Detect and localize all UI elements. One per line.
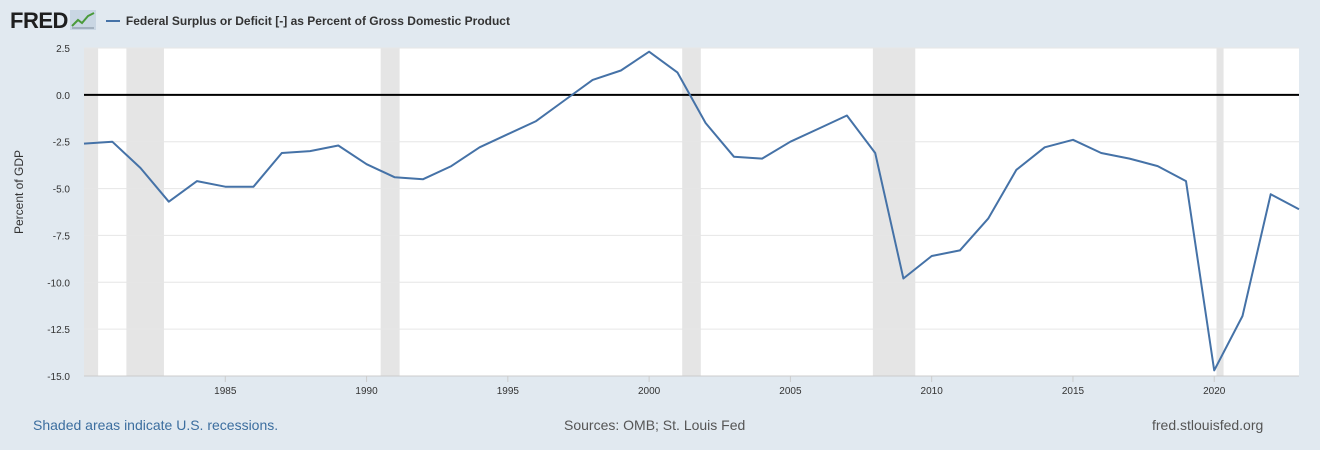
recession-band <box>380 48 400 376</box>
recession-band <box>84 48 99 376</box>
recession-note: Shaded areas indicate U.S. recessions. <box>33 417 279 433</box>
data-point[interactable] <box>138 165 143 170</box>
series-layer <box>82 49 1302 373</box>
data-point[interactable] <box>279 150 284 155</box>
data-point[interactable] <box>844 113 849 118</box>
fred-logo[interactable]: FRED <box>10 8 68 33</box>
data-point[interactable] <box>1014 167 1019 172</box>
data-point[interactable] <box>223 184 228 189</box>
data-point[interactable] <box>675 70 680 75</box>
series-line[interactable] <box>83 50 1300 372</box>
y-tick-label: -10.0 <box>47 278 70 289</box>
y-tick-label: -5.0 <box>53 185 71 196</box>
data-point[interactable] <box>1240 314 1245 319</box>
y-tick-label: -15.0 <box>47 372 70 383</box>
y-tick-label: -2.5 <box>53 138 71 149</box>
data-point[interactable] <box>703 120 708 125</box>
data-point[interactable] <box>166 199 171 204</box>
legend-swatch <box>105 20 120 22</box>
legend-label: Federal Surplus or Deficit [-] as Percen… <box>125 14 510 28</box>
data-point[interactable] <box>449 164 454 169</box>
data-point[interactable] <box>1297 207 1302 212</box>
data-point[interactable] <box>251 184 256 189</box>
legend[interactable]: Federal Surplus or Deficit [-] as Percen… <box>105 14 510 28</box>
y-tick-label: -12.5 <box>47 325 70 336</box>
data-point[interactable] <box>788 139 793 144</box>
x-tick-label: 1995 <box>497 386 520 397</box>
data-point[interactable] <box>534 119 539 124</box>
data-point[interactable] <box>1155 164 1160 169</box>
chart-header: FRED Federal Surplus or Deficit [-] as P… <box>10 6 510 36</box>
x-tick-label: 1990 <box>355 386 378 397</box>
data-point[interactable] <box>421 177 426 182</box>
data-point[interactable] <box>364 162 369 167</box>
y-axis: 2.5 0.0 -2.5 -5.0 -7.5 -10.0 -12.5 -15.0 <box>47 44 70 383</box>
x-tick-label: 2015 <box>1062 386 1085 397</box>
y-tick-label: 0.0 <box>56 91 70 102</box>
data-point[interactable] <box>957 248 962 253</box>
data-point[interactable] <box>308 149 313 154</box>
data-point[interactable] <box>1268 192 1273 197</box>
recession-band <box>126 48 164 376</box>
y-axis-label: Percent of GDP <box>12 150 26 234</box>
recession-band <box>682 48 701 376</box>
x-tick-label: 2005 <box>779 386 802 397</box>
data-point[interactable] <box>477 145 482 150</box>
data-point[interactable] <box>110 139 115 144</box>
data-point[interactable] <box>929 254 934 259</box>
site-link[interactable]: fred.stlouisfed.org <box>1152 417 1264 433</box>
sources-note: Sources: OMB; St. Louis Fed <box>564 417 746 433</box>
data-point[interactable] <box>1212 368 1217 373</box>
data-point[interactable] <box>731 154 736 159</box>
x-tick-label: 2000 <box>638 386 661 397</box>
data-point[interactable] <box>1070 137 1075 142</box>
recession-band <box>872 48 916 376</box>
recession-bands <box>84 48 1224 376</box>
x-tick-label: 1985 <box>214 386 237 397</box>
data-point[interactable] <box>647 49 652 54</box>
x-tick-label: 2010 <box>921 386 944 397</box>
data-point[interactable] <box>1042 145 1047 150</box>
data-point[interactable] <box>1099 150 1104 155</box>
data-point[interactable] <box>760 156 765 161</box>
data-point[interactable] <box>986 216 991 221</box>
data-point[interactable] <box>590 77 595 82</box>
data-point[interactable] <box>816 126 821 131</box>
data-point[interactable] <box>336 143 341 148</box>
y-tick-label: -7.5 <box>53 231 71 242</box>
data-point[interactable] <box>873 150 878 155</box>
data-point[interactable] <box>195 179 200 184</box>
data-point[interactable] <box>618 68 623 73</box>
data-point[interactable] <box>1127 156 1132 161</box>
data-point[interactable] <box>392 175 397 180</box>
x-tick-label: 2020 <box>1203 386 1226 397</box>
data-point[interactable] <box>901 276 906 281</box>
y-tick-label: 2.5 <box>56 44 70 55</box>
x-axis: 1985 1990 1995 2000 2005 2010 2015 2020 <box>84 375 1299 397</box>
data-point[interactable] <box>505 132 510 137</box>
line-chart-icon <box>69 10 96 30</box>
data-point[interactable] <box>82 141 87 146</box>
data-point[interactable] <box>1183 179 1188 184</box>
recession-band <box>1216 48 1224 376</box>
data-point[interactable] <box>562 98 567 103</box>
